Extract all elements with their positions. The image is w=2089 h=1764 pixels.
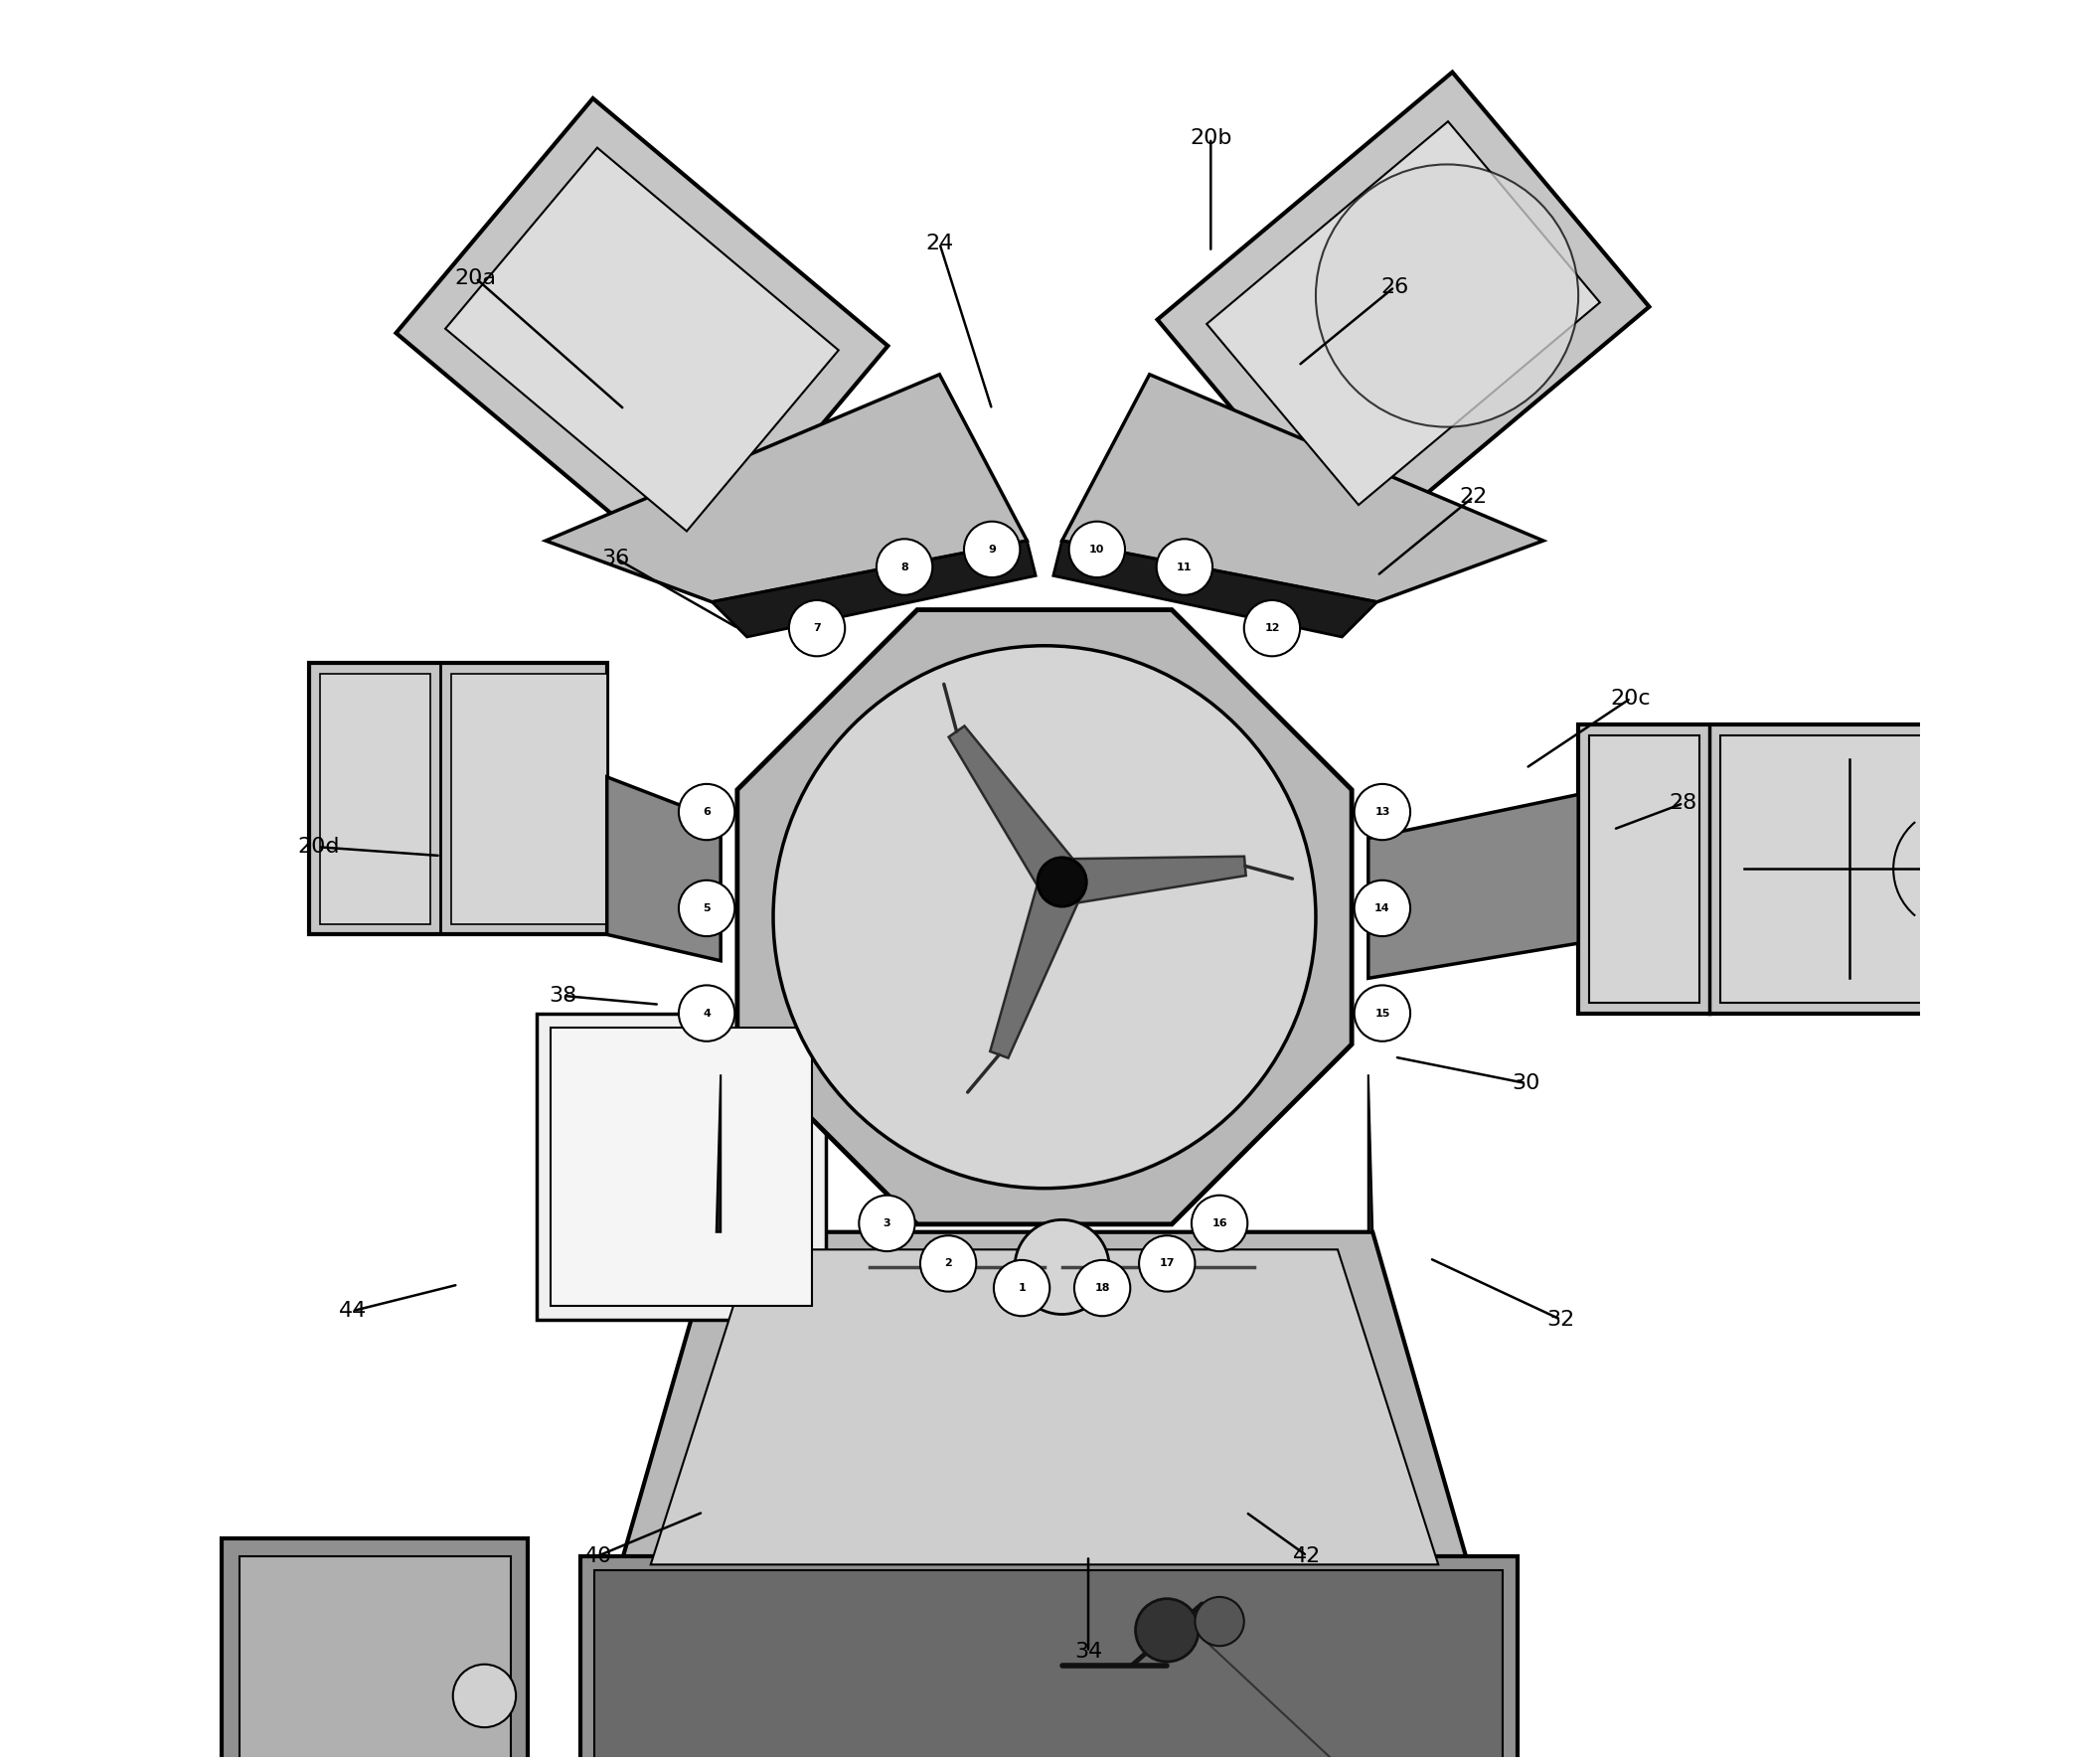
Polygon shape: [1157, 72, 1648, 554]
Circle shape: [1136, 1598, 1199, 1662]
Circle shape: [1015, 1219, 1109, 1314]
Bar: [309, 663, 608, 935]
Circle shape: [1354, 783, 1410, 840]
Polygon shape: [712, 542, 1036, 637]
Polygon shape: [397, 99, 888, 580]
Circle shape: [1139, 1235, 1195, 1291]
Text: 13: 13: [1375, 806, 1389, 817]
Bar: [551, 1027, 813, 1305]
Text: 24: 24: [925, 233, 953, 252]
Circle shape: [1354, 880, 1410, 937]
Polygon shape: [1368, 1074, 1372, 1231]
Circle shape: [790, 600, 844, 656]
Text: 8: 8: [900, 563, 909, 572]
Circle shape: [994, 1259, 1051, 1316]
Circle shape: [679, 880, 735, 937]
Polygon shape: [948, 727, 1080, 896]
Polygon shape: [1059, 856, 1245, 905]
Circle shape: [1038, 857, 1086, 907]
Bar: [320, 674, 430, 924]
Polygon shape: [608, 776, 721, 961]
Bar: [221, 1538, 529, 1764]
Text: 42: 42: [1293, 1545, 1320, 1566]
Circle shape: [679, 986, 735, 1041]
Polygon shape: [1061, 374, 1544, 602]
Text: 44: 44: [338, 1300, 368, 1321]
Bar: [1719, 736, 1945, 1002]
Text: 7: 7: [813, 623, 821, 633]
Text: 9: 9: [988, 545, 996, 554]
Text: 20c: 20c: [1611, 688, 1650, 707]
Text: 40: 40: [585, 1545, 612, 1566]
Circle shape: [877, 540, 932, 594]
Text: 18: 18: [1095, 1282, 1109, 1293]
Text: 20a: 20a: [455, 268, 497, 288]
Polygon shape: [1053, 542, 1377, 637]
Text: 26: 26: [1381, 277, 1408, 296]
Text: 1: 1: [1017, 1282, 1026, 1293]
Text: 20b: 20b: [1189, 129, 1233, 148]
Text: 11: 11: [1176, 563, 1193, 572]
Text: 28: 28: [1669, 794, 1698, 813]
Text: 4: 4: [702, 1009, 710, 1018]
Circle shape: [1195, 1596, 1245, 1646]
Text: 20d: 20d: [297, 838, 338, 857]
Polygon shape: [1207, 122, 1600, 505]
Polygon shape: [445, 148, 838, 531]
Circle shape: [1245, 600, 1299, 656]
Circle shape: [773, 646, 1316, 1189]
Bar: [240, 1556, 510, 1764]
Text: 16: 16: [1212, 1219, 1226, 1228]
Circle shape: [1354, 986, 1410, 1041]
Polygon shape: [545, 374, 1028, 602]
Bar: [537, 1013, 825, 1319]
Bar: [595, 1570, 1504, 1764]
Text: 10: 10: [1088, 545, 1105, 554]
Polygon shape: [650, 1249, 1439, 1565]
Bar: [1579, 725, 1955, 1013]
Bar: [451, 674, 608, 924]
Bar: [581, 1556, 1517, 1764]
Text: 6: 6: [702, 806, 710, 817]
Bar: [1590, 736, 1698, 1002]
Circle shape: [963, 522, 1019, 577]
Circle shape: [679, 783, 735, 840]
Polygon shape: [990, 875, 1084, 1058]
Text: 3: 3: [884, 1219, 890, 1228]
Text: 17: 17: [1159, 1258, 1174, 1268]
Text: 38: 38: [549, 986, 577, 1005]
Polygon shape: [717, 1074, 721, 1231]
Polygon shape: [616, 1231, 1473, 1582]
Circle shape: [1157, 540, 1212, 594]
Circle shape: [1074, 1259, 1130, 1316]
Polygon shape: [1368, 794, 1579, 979]
Text: 32: 32: [1546, 1309, 1575, 1330]
Circle shape: [453, 1665, 516, 1727]
Text: 22: 22: [1460, 487, 1487, 506]
Circle shape: [1316, 164, 1579, 427]
Circle shape: [1070, 522, 1126, 577]
Circle shape: [1191, 1196, 1247, 1251]
Circle shape: [859, 1196, 915, 1251]
Text: 12: 12: [1264, 623, 1281, 633]
Text: 15: 15: [1375, 1009, 1389, 1018]
Text: 36: 36: [602, 549, 629, 568]
Text: 2: 2: [944, 1258, 953, 1268]
Circle shape: [921, 1235, 976, 1291]
Polygon shape: [737, 610, 1352, 1224]
Text: 30: 30: [1512, 1073, 1540, 1094]
Text: 14: 14: [1375, 903, 1389, 914]
Text: 5: 5: [702, 903, 710, 914]
Text: 34: 34: [1074, 1642, 1103, 1662]
